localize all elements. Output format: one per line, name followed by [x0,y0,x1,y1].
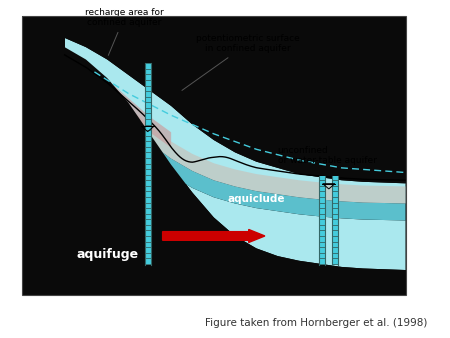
FancyArrow shape [162,230,265,242]
Polygon shape [65,47,405,270]
Polygon shape [320,176,325,265]
Polygon shape [22,38,405,295]
Polygon shape [145,63,151,265]
Polygon shape [22,38,65,295]
Polygon shape [332,176,338,265]
Polygon shape [65,52,171,148]
Text: aquiclude: aquiclude [228,194,285,204]
Polygon shape [65,61,405,203]
Text: potentiometric surface
in confined aquifer: potentiometric surface in confined aquif… [182,34,300,90]
Polygon shape [65,38,405,203]
Polygon shape [65,78,405,220]
Text: unconfined
or water-table aquifer: unconfined or water-table aquifer [278,146,377,165]
Text: aquifuge: aquifuge [76,248,138,261]
Polygon shape [22,16,405,295]
Polygon shape [22,16,405,183]
Text: recharge area for
confined aquifer: recharge area for confined aquifer [85,8,164,55]
Text: Figure taken from Hornberger et al. (1998): Figure taken from Hornberger et al. (199… [205,318,428,328]
